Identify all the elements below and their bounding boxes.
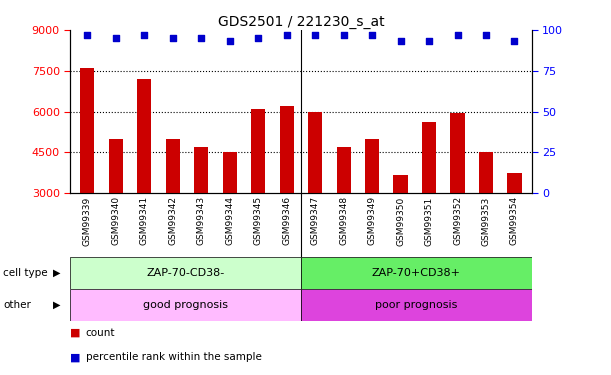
Bar (137, 79, 152, 193)
Text: poor prognosis: poor prognosis (375, 300, 458, 310)
Point (453, 32, 463, 38)
Text: GSM99341: GSM99341 (140, 196, 149, 246)
Text: GSM99340: GSM99340 (111, 196, 120, 246)
Point (396, 38, 406, 44)
Bar (251, 109, 265, 193)
Bar (450, 113, 464, 193)
Bar (301, 289, 532, 321)
Text: GSM99344: GSM99344 (225, 196, 234, 245)
Point (139, 32, 149, 38)
Text: GSM99351: GSM99351 (425, 196, 434, 246)
Text: other: other (3, 300, 31, 310)
Point (282, 32, 291, 38)
Bar (166, 139, 180, 193)
Bar (70, 257, 301, 289)
Text: GSM99353: GSM99353 (481, 196, 491, 246)
Bar (80, 68, 95, 193)
Text: ■: ■ (70, 328, 81, 338)
Text: ZAP-70+CD38+: ZAP-70+CD38+ (371, 268, 461, 278)
Bar (479, 152, 493, 193)
Text: ▶: ▶ (53, 268, 60, 278)
Point (82, 32, 92, 38)
Text: GSM99343: GSM99343 (197, 196, 206, 246)
Text: GSM99348: GSM99348 (339, 196, 348, 246)
Bar (222, 152, 237, 193)
Bar (308, 112, 322, 193)
Text: GSM99347: GSM99347 (310, 196, 320, 246)
Text: count: count (86, 328, 115, 338)
Point (481, 32, 491, 38)
Bar (393, 176, 408, 193)
Bar (301, 257, 532, 289)
Point (168, 35, 178, 41)
Text: GSM99354: GSM99354 (510, 196, 519, 246)
Text: GSM99342: GSM99342 (168, 196, 177, 245)
Text: ▶: ▶ (53, 300, 60, 310)
Bar (337, 147, 351, 193)
Point (310, 32, 320, 38)
Text: percentile rank within the sample: percentile rank within the sample (86, 352, 262, 363)
Text: GSM99352: GSM99352 (453, 196, 462, 246)
Point (111, 35, 121, 41)
Text: good prognosis: good prognosis (143, 300, 228, 310)
Point (424, 38, 434, 44)
Bar (280, 106, 294, 193)
Point (196, 35, 206, 41)
Point (510, 38, 519, 44)
Bar (365, 139, 379, 193)
Text: ZAP-70-CD38-: ZAP-70-CD38- (147, 268, 225, 278)
Text: cell type: cell type (3, 268, 48, 278)
Point (225, 38, 235, 44)
Point (338, 32, 348, 38)
Text: GSM99346: GSM99346 (282, 196, 291, 246)
Bar (70, 289, 301, 321)
Text: GSM99349: GSM99349 (368, 196, 376, 246)
Bar (507, 173, 522, 193)
Title: GDS2501 / 221230_s_at: GDS2501 / 221230_s_at (218, 15, 384, 29)
Text: ■: ■ (70, 352, 81, 363)
Point (254, 35, 263, 41)
Text: GSM99345: GSM99345 (254, 196, 263, 246)
Bar (194, 147, 208, 193)
Bar (422, 122, 436, 193)
Bar (109, 139, 123, 193)
Text: GSM99339: GSM99339 (83, 196, 92, 246)
Text: GSM99350: GSM99350 (396, 196, 405, 246)
Point (367, 32, 377, 38)
